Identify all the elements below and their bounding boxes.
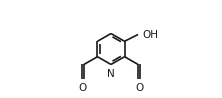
Text: OH: OH [142,29,158,39]
Text: O: O [136,83,144,93]
Text: N: N [107,69,115,79]
Text: O: O [78,83,86,93]
